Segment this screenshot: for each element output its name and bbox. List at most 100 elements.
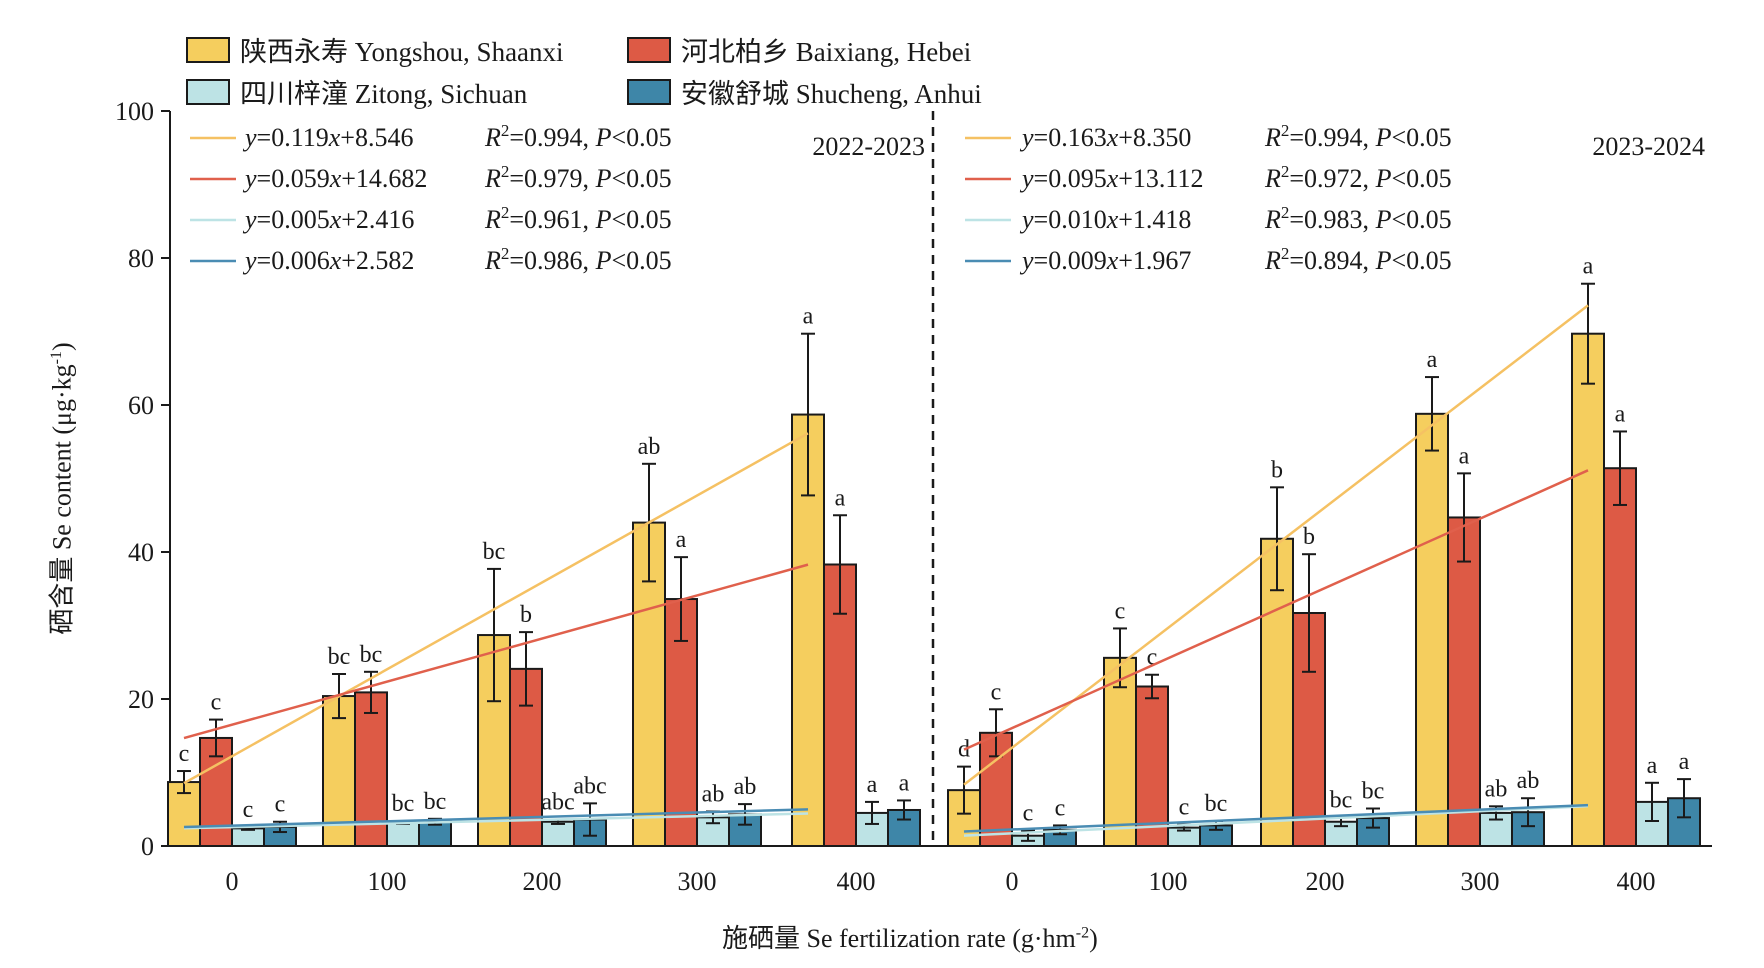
eq-stat-part: R bbox=[484, 123, 501, 152]
sig-letter-p1-s3-100: bc bbox=[392, 791, 415, 817]
fit-line-p2-s3 bbox=[963, 804, 1589, 837]
bar-p2-s2-400 bbox=[1603, 467, 1637, 847]
eq-part: y bbox=[242, 246, 257, 275]
eq-part: x bbox=[1106, 123, 1119, 152]
x-tick-label-p1-100: 100 bbox=[368, 867, 407, 896]
sig-letter-p2-s4-0: c bbox=[1055, 795, 1066, 821]
eq-part: +14.682 bbox=[341, 164, 427, 193]
sig-letter-p1-s1-100: bc bbox=[328, 644, 351, 670]
sig-letter-p1-s4-200: abc bbox=[573, 773, 606, 799]
fit-line-p2-s4 bbox=[963, 803, 1589, 833]
eq-part: +13.112 bbox=[1118, 164, 1203, 193]
eq-stat-part: 2 bbox=[501, 244, 510, 263]
legend-label-zitong: 四川梓潼 Zitong, Sichuan bbox=[240, 79, 528, 109]
sig-letter-p2-s2-200: b bbox=[1303, 524, 1315, 550]
eq-stat-part: P bbox=[595, 164, 612, 193]
bar-p1-s2-400 bbox=[823, 563, 857, 847]
eq-stat-part: 2 bbox=[501, 162, 510, 181]
sig-letter-p2-s2-400: a bbox=[1615, 401, 1626, 427]
eq-part: y bbox=[1019, 164, 1034, 193]
fit-line-p1-s4 bbox=[183, 808, 809, 829]
eq-stats-p1-s3: R2=0.961, P<0.05 bbox=[484, 203, 672, 234]
eq-stat-part: P bbox=[595, 123, 612, 152]
eq-part: x bbox=[328, 123, 341, 152]
x-tick-label-p1-400: 400 bbox=[837, 867, 876, 896]
sig-letter-p1-s2-0: c bbox=[211, 690, 222, 716]
fit-line-p2-s1 bbox=[963, 304, 1589, 786]
eq-part: +8.350 bbox=[1118, 123, 1191, 152]
sig-letter-p2-s4-300: ab bbox=[1517, 768, 1540, 794]
eq-stats-p1-s2: R2=0.979, P<0.05 bbox=[484, 162, 672, 193]
sig-letter-p2-s2-0: c bbox=[991, 679, 1002, 705]
eq-stat-part: R bbox=[484, 246, 501, 275]
eq-text-p1-s3: y=0.005x+2.416 bbox=[242, 205, 414, 234]
sig-letter-p2-s1-100: c bbox=[1115, 598, 1126, 624]
sig-letter-p2-s3-300: ab bbox=[1485, 776, 1508, 802]
x-tick-label-p2-400: 400 bbox=[1617, 867, 1656, 896]
eq-stat-part: =0.894, bbox=[1289, 246, 1375, 275]
eq-stat-part: =0.972, bbox=[1289, 164, 1375, 193]
eq-stat-part: P bbox=[1375, 246, 1392, 275]
eq-stat-part: 2 bbox=[501, 203, 510, 222]
eq-part: +1.418 bbox=[1118, 205, 1191, 234]
sig-letter-p1-s1-400: a bbox=[803, 304, 814, 330]
eq-stat-part: P bbox=[1375, 164, 1392, 193]
x-tick-label-p2-300: 300 bbox=[1461, 867, 1500, 896]
eq-part: =0.119 bbox=[257, 123, 329, 152]
sig-letter-p1-s3-300: ab bbox=[702, 781, 725, 807]
eq-stat-part: 2 bbox=[1281, 244, 1290, 263]
sig-letter-p2-s2-100: c bbox=[1147, 645, 1158, 671]
sig-letter-p1-s1-200: bc bbox=[483, 539, 506, 565]
y-tick-label-0: 0 bbox=[141, 832, 154, 861]
eq-stats-p2-s2: R2=0.972, P<0.05 bbox=[1264, 162, 1452, 193]
legend-swatch-zitong bbox=[186, 78, 230, 105]
eq-part: x bbox=[1106, 164, 1119, 193]
eq-part: y bbox=[242, 205, 257, 234]
eq-part: y bbox=[242, 164, 257, 193]
x-tick-label-p1-200: 200 bbox=[523, 867, 562, 896]
sig-letter-p2-s3-0: c bbox=[1023, 801, 1034, 827]
eq-part: y bbox=[242, 123, 257, 152]
legend-swatch-baixiang bbox=[627, 36, 671, 63]
sig-letter-p1-s2-300: a bbox=[676, 527, 687, 553]
sig-letter-p2-s1-300: a bbox=[1427, 347, 1438, 373]
sig-letter-p1-s1-300: ab bbox=[638, 434, 661, 460]
eq-part: y bbox=[1019, 246, 1034, 275]
eq-stat-part: <0.05 bbox=[1391, 246, 1451, 275]
eq-stat-part: =0.994, bbox=[1289, 123, 1375, 152]
x-axis-label-text: 施硒量 Se fertilization rate (g·hm bbox=[722, 924, 1076, 953]
sig-letter-p1-s4-400: a bbox=[899, 770, 910, 796]
sig-letter-p1-s2-200: b bbox=[520, 602, 532, 628]
period-label-p1: 2022-2023 bbox=[812, 132, 925, 161]
x-axis-label-tail: ) bbox=[1089, 924, 1098, 953]
eq-part: x bbox=[329, 205, 342, 234]
eq-part: =0.059 bbox=[257, 164, 330, 193]
eq-part: =0.006 bbox=[257, 246, 330, 275]
sig-letter-p2-s3-200: bc bbox=[1330, 787, 1353, 813]
sig-letter-p1-s4-100: bc bbox=[424, 789, 447, 815]
eq-stat-part: R bbox=[1264, 246, 1281, 275]
y-tick-label-20: 20 bbox=[128, 685, 154, 714]
legend-swatch-yongshou bbox=[186, 36, 230, 63]
sig-letter-p2-s3-100: c bbox=[1179, 795, 1190, 821]
fit-line-p1-s3 bbox=[183, 812, 809, 830]
eq-stat-part: <0.05 bbox=[1391, 123, 1451, 152]
eq-stat-part: 2 bbox=[1281, 121, 1290, 140]
eq-stat-part: P bbox=[595, 205, 612, 234]
legend-label-baixiang: 河北柏乡 Baixiang, Hebei bbox=[681, 37, 972, 67]
eq-stat-part: =0.983, bbox=[1289, 205, 1375, 234]
sig-letter-p2-s1-400: a bbox=[1583, 254, 1594, 280]
eq-stat-part: =0.994, bbox=[509, 123, 595, 152]
y-tick-label-60: 60 bbox=[128, 391, 154, 420]
eq-part: =0.009 bbox=[1034, 246, 1107, 275]
eq-part: x bbox=[1106, 246, 1119, 275]
eq-stat-part: R bbox=[484, 164, 501, 193]
eq-part: +2.582 bbox=[341, 246, 414, 275]
eq-stat-part: 2 bbox=[1281, 162, 1290, 181]
legend-swatch-shucheng bbox=[627, 78, 671, 105]
eq-stat-part: <0.05 bbox=[611, 246, 671, 275]
bar-p2-s1-400 bbox=[1571, 332, 1605, 847]
y-tick-label-40: 40 bbox=[128, 538, 154, 567]
eq-stat-part: 2 bbox=[1281, 203, 1290, 222]
eq-text-p2-s2: y=0.095x+13.112 bbox=[1019, 164, 1203, 193]
